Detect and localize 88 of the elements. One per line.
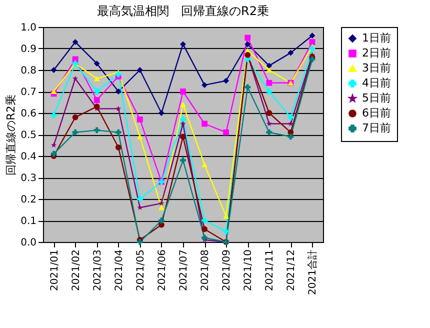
point [288,114,294,120]
legend-label: 6日前 [362,106,391,120]
x-tick-label: 2021/05 [135,250,146,292]
point [288,50,294,56]
point [180,102,186,107]
legend-label: 4日前 [362,76,391,90]
x-tick-label: 2021/10 [243,250,254,292]
legend-label: 2日前 [362,46,391,60]
point [50,112,57,118]
y-tick-label: 0.8 [20,66,36,76]
y-tick-label: 0.2 [20,194,36,206]
point [202,162,208,168]
point [266,129,272,136]
point [223,228,230,234]
point [72,76,78,81]
point [94,60,100,67]
point [72,39,78,46]
point [244,41,251,48]
x-tick-label: 2021/06 [156,250,168,292]
point [309,32,316,39]
point [266,80,272,86]
y-tick-label: 1.0 [20,22,36,34]
point [115,88,122,94]
point [50,88,57,94]
x-tick-label: 2021/07 [178,250,190,292]
y-tick-label: 0.0 [20,238,36,248]
point [50,67,57,73]
point [309,39,316,46]
point [94,97,100,104]
legend-label: 7日前 [362,122,391,134]
x-tick-label: 2021/09 [222,250,233,292]
point [72,129,78,136]
point [94,88,100,94]
point [266,120,272,126]
point [136,67,143,73]
point [94,127,100,134]
point [115,144,122,150]
x-tick-label: 2021/11 [264,250,276,292]
point [136,196,143,202]
x-tick-label: 2021/02 [70,250,82,292]
point [180,88,186,94]
point [223,78,230,84]
point [202,226,208,232]
point [180,157,186,164]
point [94,76,100,82]
point [136,116,143,122]
y-tick-label: 0.5 [20,130,36,141]
point [266,110,272,116]
point [115,71,122,78]
point [266,62,272,69]
point [50,150,57,157]
point [136,134,143,140]
legend-label: 1日前 [362,32,391,44]
point [223,129,230,136]
point [266,67,272,73]
point [116,106,122,112]
y-axis-title: 回帰直線のR2乗 [4,94,18,176]
point [158,200,164,206]
point [266,88,272,94]
x-tick-label: 2021/03 [92,250,104,292]
point [244,34,251,41]
x-tick-label: 2021/01 [49,250,60,292]
point [288,134,294,140]
point [72,114,78,120]
point [50,142,57,148]
y-tick-label: 0.6 [20,108,36,120]
y-tick-label: 0.7 [20,87,36,98]
point [202,120,208,127]
point [309,46,316,52]
point [136,239,143,245]
x-tick-label: 2021/12 [286,250,298,292]
y-tick-label: 0.3 [20,173,36,184]
point [115,129,122,136]
point [180,120,186,126]
x-tick-label: 2021/04 [114,250,125,292]
y-tick-label: 0.1 [20,216,36,227]
x-tick-label: 2021/08 [200,250,212,292]
point [288,120,294,126]
y-tick-label: 0.4 [20,152,36,162]
point [202,82,208,88]
legend-label: 5日前 [362,92,391,104]
y-tick-label: 0.9 [20,44,36,55]
chart-title: 最高気温相関 回帰直線のR2乗 [97,4,269,18]
point [244,84,251,90]
x-tick-label: 2021合計 [306,250,319,295]
point [180,134,186,140]
legend-label: 3日前 [362,62,391,74]
point [180,41,186,48]
